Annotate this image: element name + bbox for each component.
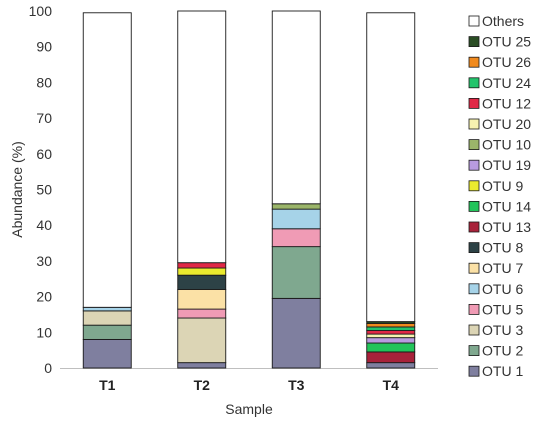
bar-segment xyxy=(366,337,416,344)
legend-label: Others xyxy=(482,13,524,29)
legend-swatch xyxy=(468,200,480,212)
bar-segment xyxy=(366,342,416,353)
x-tick-label: T1 xyxy=(99,377,116,393)
bar-segment xyxy=(177,267,227,276)
x-tick-label: T2 xyxy=(194,377,211,393)
legend-swatch xyxy=(468,303,480,315)
legend-swatch xyxy=(468,118,480,130)
bar-segment xyxy=(82,306,132,312)
legend-swatch xyxy=(468,345,480,357)
y-tick-label: 50 xyxy=(36,182,52,198)
bar-segment xyxy=(366,322,416,328)
legend-swatch xyxy=(468,283,480,295)
legend-swatch xyxy=(468,36,480,47)
x-tick-label: T4 xyxy=(383,377,400,393)
legend-label: OTU 26 xyxy=(482,54,531,70)
legend-label: OTU 3 xyxy=(482,322,523,338)
legend-label: OTU 5 xyxy=(482,301,523,317)
bar-segment xyxy=(271,246,321,299)
y-tick-label: 30 xyxy=(36,253,52,269)
y-tick-label: 80 xyxy=(36,74,52,90)
bar-segment xyxy=(366,326,416,331)
bar-segment xyxy=(366,351,416,364)
bars-group xyxy=(82,10,416,369)
y-tick-label: 70 xyxy=(36,110,52,126)
x-axis: T1 T2 T3 T4 xyxy=(99,377,399,393)
bar-segment xyxy=(82,338,132,369)
legend-label: OTU 2 xyxy=(482,343,523,359)
y-tick-label: 10 xyxy=(36,324,52,340)
legend-swatch xyxy=(468,262,480,274)
legend-swatch xyxy=(468,56,480,68)
bar-segment xyxy=(366,12,416,323)
bar-segment xyxy=(177,289,227,310)
legend-label: OTU 12 xyxy=(482,95,531,111)
bar-segment xyxy=(82,324,132,340)
legend-label: OTU 8 xyxy=(482,240,523,256)
bar-segment xyxy=(82,12,132,308)
bar-segment xyxy=(271,203,321,210)
y-tick-label: 20 xyxy=(36,289,52,305)
legend-label: OTU 19 xyxy=(482,157,531,173)
legend-swatch xyxy=(468,98,480,109)
legend-label: OTU 1 xyxy=(482,363,523,379)
legend-label: OTU 13 xyxy=(482,219,531,235)
y-tick-label: 0 xyxy=(44,360,52,376)
y-tick-label: 100 xyxy=(29,3,53,19)
bar-segment xyxy=(82,310,132,326)
y-axis-title: Abundance (%) xyxy=(9,141,25,238)
bar-segment xyxy=(366,330,416,335)
y-tick-label: 60 xyxy=(36,146,52,162)
bar-segment xyxy=(366,362,416,369)
bar-segment xyxy=(271,208,321,230)
legend-label: OTU 10 xyxy=(482,137,531,153)
bar-segment xyxy=(177,10,227,264)
bar-segment xyxy=(366,333,416,339)
legend-swatch xyxy=(468,159,480,171)
legend-swatch xyxy=(468,221,480,233)
bar-segment xyxy=(177,262,227,269)
y-tick-label: 40 xyxy=(36,217,52,233)
x-axis-title: Sample xyxy=(225,401,273,417)
legend-swatch xyxy=(468,15,480,27)
y-tick-label: 90 xyxy=(36,39,52,55)
legend-label: OTU 6 xyxy=(482,281,523,297)
legend-swatch xyxy=(468,324,480,336)
legend-swatch xyxy=(468,242,480,254)
bar-segment xyxy=(271,228,321,248)
legend-label: OTU 14 xyxy=(482,198,531,214)
legend: Others OTU 25 OTU 26 OTU 24 OTU 12 OTU 20 OTU … xyxy=(468,13,531,379)
x-tick-label: T3 xyxy=(288,377,305,393)
bar-segment xyxy=(177,308,227,319)
bar-segment xyxy=(271,297,321,369)
legend-swatch xyxy=(468,365,480,377)
legend-label: OTU 7 xyxy=(482,260,523,276)
legend-label: OTU 9 xyxy=(482,178,523,194)
bar-segment xyxy=(177,317,227,364)
bar-segment xyxy=(177,362,227,369)
legend-swatch xyxy=(468,77,480,89)
legend-label: OTU 24 xyxy=(482,75,531,91)
legend-swatch xyxy=(468,139,480,151)
bar-segment xyxy=(177,274,227,290)
bar-segment xyxy=(271,10,321,205)
y-axis: 0 10 20 30 40 50 60 70 80 90 100 xyxy=(29,3,438,376)
legend-swatch xyxy=(468,180,480,192)
legend-label: OTU 25 xyxy=(482,34,531,50)
legend-label: OTU 20 xyxy=(482,116,531,132)
